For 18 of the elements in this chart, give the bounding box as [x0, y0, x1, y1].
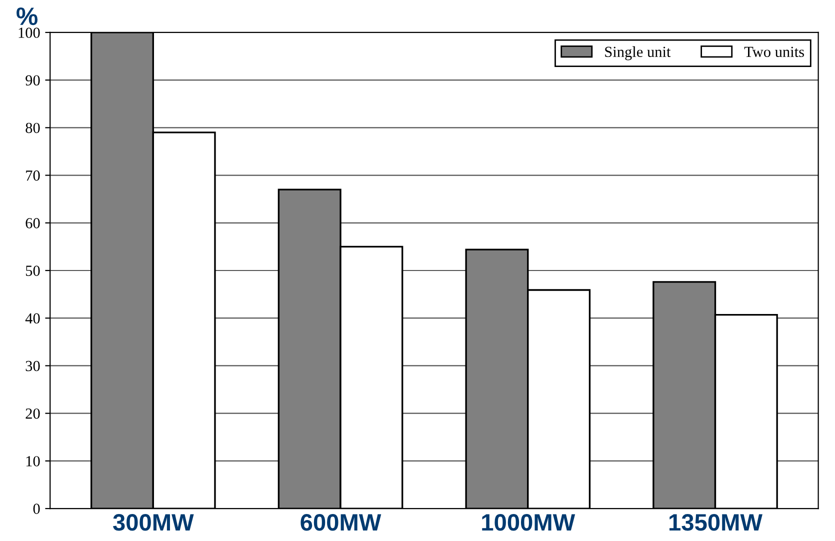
- y-tick-label: 20: [26, 408, 40, 419]
- x-tick-label: 1350MW: [670, 514, 762, 531]
- legend-label: Single unit: [605, 46, 671, 60]
- y-tick-label: 40: [25, 313, 40, 324]
- x-tick-label: 300MW: [113, 514, 194, 531]
- legend-label: Two units: [744, 46, 804, 58]
- y-tick-label: 50: [26, 266, 40, 276]
- y-tick-label: 100: [18, 28, 40, 38]
- y-tick-label: 30: [26, 360, 40, 372]
- y-tick-label: 60: [26, 218, 40, 228]
- x-tick-label: 1000MW: [482, 514, 576, 531]
- y-tick-label: 10: [26, 456, 40, 466]
- y-tick-label: 90: [26, 75, 40, 86]
- x-tick-label: 600MW: [300, 514, 382, 531]
- y-tick-label: 80: [26, 122, 40, 134]
- y-tick-label: 0: [33, 504, 40, 514]
- y-tick-label: 70: [26, 170, 40, 181]
- y-axis-title: %: [16, 8, 38, 26]
